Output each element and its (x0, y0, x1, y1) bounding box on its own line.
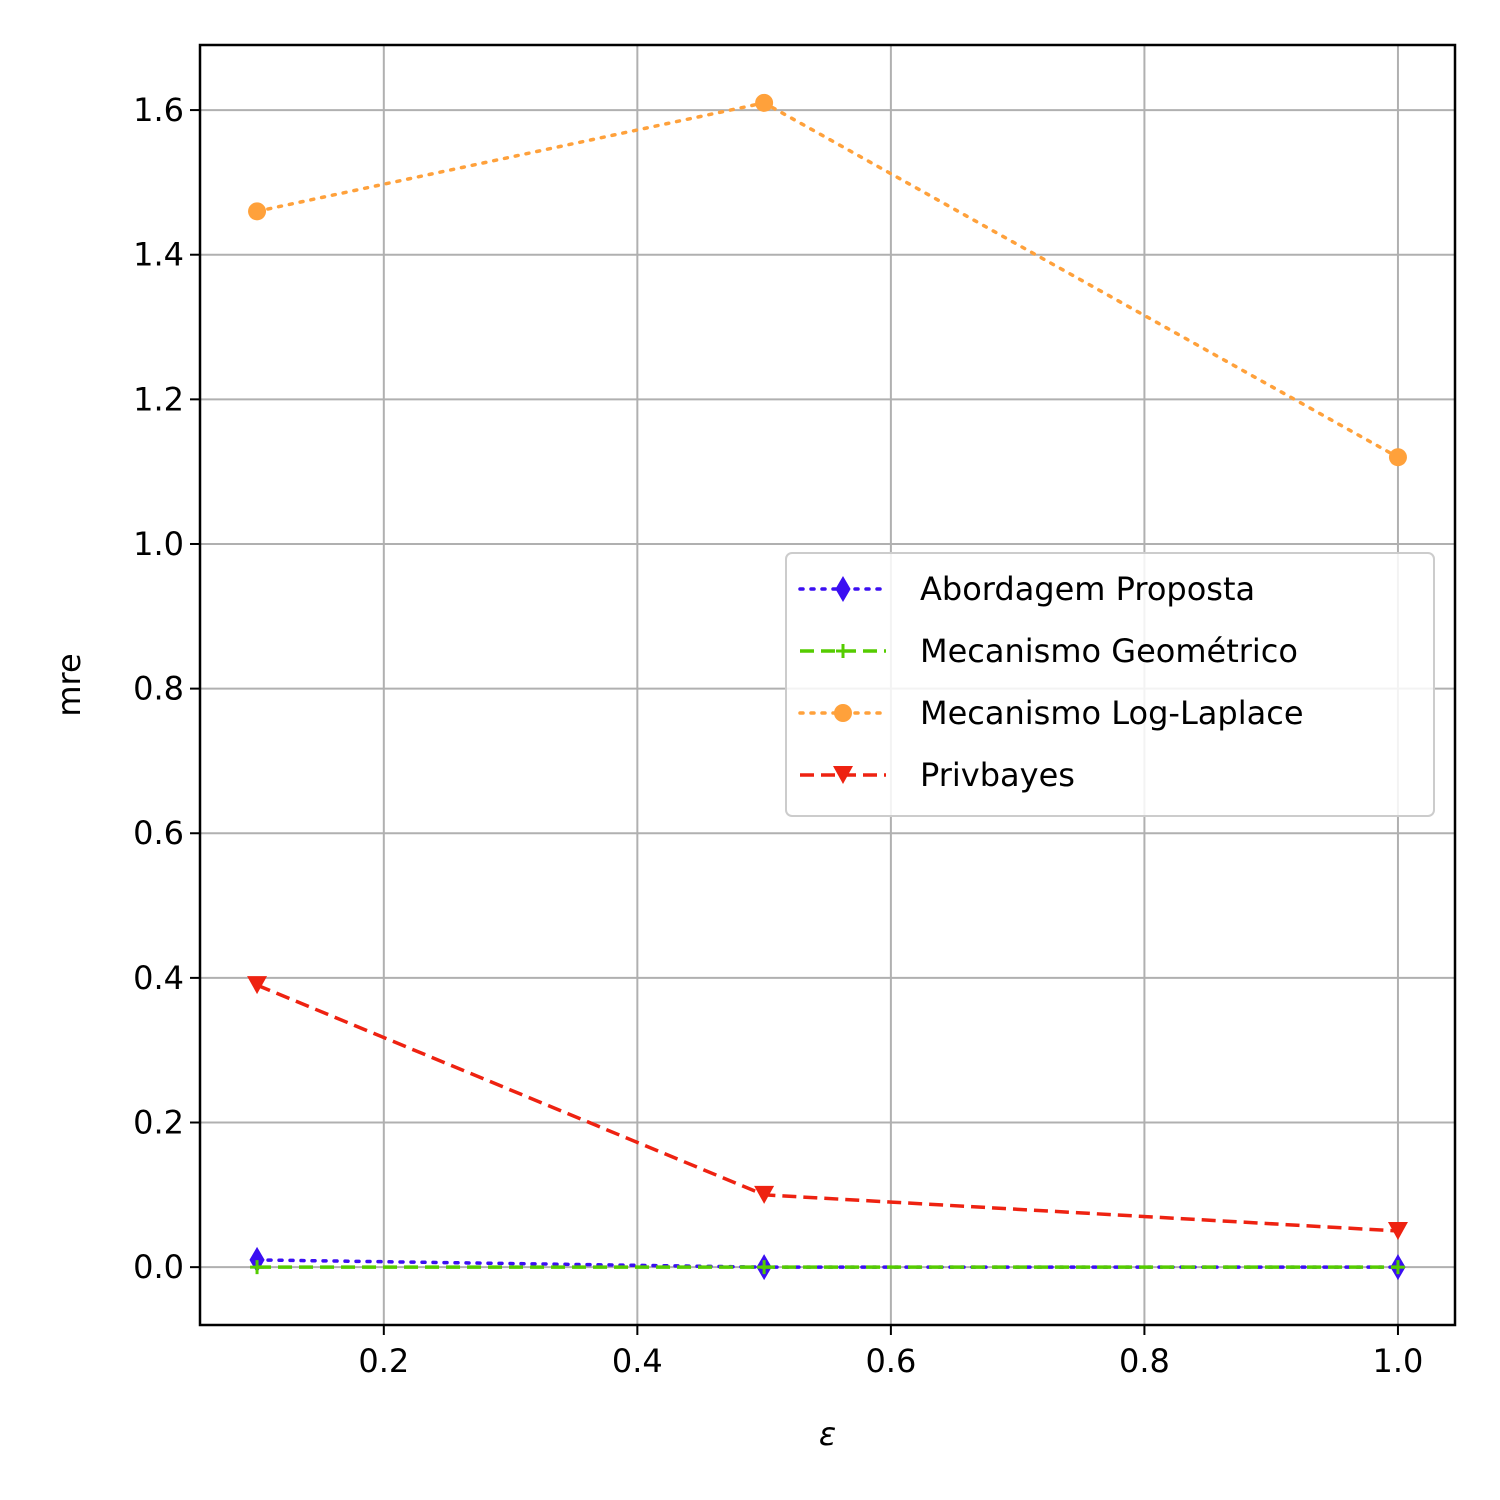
series-2 (248, 93, 1407, 467)
x-axis-label: ε (819, 1415, 836, 1453)
x-tick-label: 0.6 (865, 1342, 916, 1380)
y-tick-label: 0.8 (133, 670, 184, 708)
series-point (248, 202, 267, 221)
y-axis-label: mre (50, 653, 88, 716)
series-point (754, 1185, 775, 1204)
series-point (1390, 1260, 1405, 1275)
legend-frame (785, 552, 1435, 817)
series-point (755, 93, 774, 112)
legend-label: Mecanismo Geométrico (920, 632, 1298, 670)
series-point (757, 1260, 772, 1275)
series-layer (247, 93, 1408, 1281)
series-0 (249, 1246, 1406, 1281)
series-point (1388, 448, 1407, 467)
x-tick-label: 1.0 (1373, 1342, 1424, 1380)
legend-item: Mecanismo Log-Laplace (798, 694, 1304, 732)
y-tick-label: 0.4 (133, 959, 184, 997)
legend-label: Abordagem Proposta (920, 570, 1255, 608)
ticks: 0.2 0.4 0.6 0.8 1.0 0.0 0.2 0.4 0.6 0.8 1.0 1.2 1.4 1… (133, 91, 1423, 1380)
y-tick-label: 0.0 (133, 1248, 184, 1286)
series-3 (247, 976, 1408, 1240)
plot-frame (198, 43, 1457, 1327)
legend: Abordagem Proposta Mecanismo Geométrico Me… (785, 552, 1435, 817)
x-tick-label: 0.8 (1119, 1342, 1170, 1380)
legend-swatch-marker (836, 644, 850, 658)
series-1 (250, 1260, 1405, 1275)
series-point (250, 1260, 265, 1275)
legend-label: Mecanismo Log-Laplace (920, 694, 1304, 732)
legend-label: Privbayes (920, 756, 1075, 794)
legend-item: Privbayes (800, 756, 1075, 794)
y-tick-label: 1.0 (133, 525, 184, 563)
series-line (255, 101, 1400, 459)
y-tick-label: 0.2 (133, 1104, 184, 1142)
y-tick-label: 0.6 (133, 814, 184, 852)
legend-item: Mecanismo Geométrico (800, 632, 1298, 670)
y-tick-label: 1.6 (133, 91, 184, 129)
y-tick-label: 1.4 (133, 236, 184, 274)
series-point (1387, 1221, 1408, 1240)
x-tick-label: 0.4 (612, 1342, 663, 1380)
y-tick-label: 1.2 (133, 380, 184, 418)
legend-swatch-marker (833, 766, 853, 784)
legend-swatch-marker (834, 704, 852, 722)
series-point (247, 976, 268, 995)
series-line (256, 983, 1399, 1233)
legend-item: Abordagem Proposta (798, 570, 1255, 608)
legend-swatch-marker (835, 576, 851, 602)
x-tick-label: 0.2 (358, 1342, 409, 1380)
